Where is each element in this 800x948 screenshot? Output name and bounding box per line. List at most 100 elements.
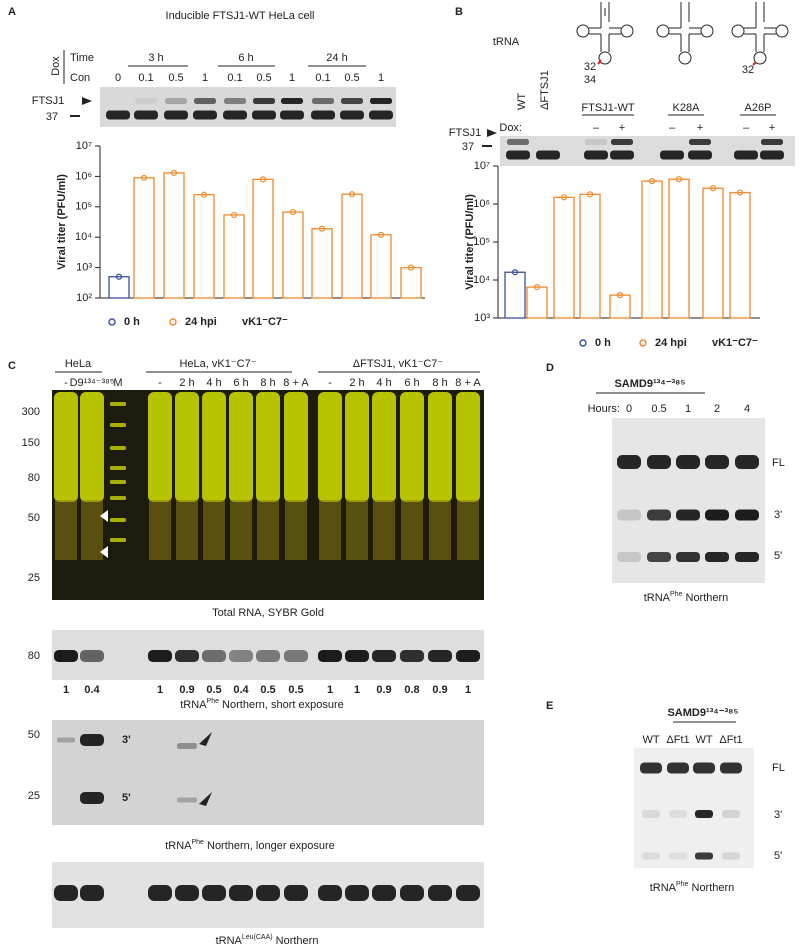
gel-smear: [54, 392, 78, 502]
label: 50: [28, 512, 40, 524]
label: 6 h: [238, 52, 253, 64]
caption-text: tRNA: [644, 592, 671, 604]
caption-sup: Phe: [191, 839, 204, 846]
legend-label: 0 h: [124, 316, 140, 328]
label: 0.5: [344, 72, 359, 84]
gel-band: [80, 734, 104, 746]
y-tick-label: 10³: [474, 312, 490, 324]
label: +: [619, 122, 625, 134]
gel-band: [667, 762, 689, 774]
gel-band: [318, 885, 342, 901]
label: –: [669, 122, 676, 134]
y-tick-label: 10⁵: [75, 201, 92, 213]
gel-band: [148, 885, 172, 901]
gel-band: [400, 650, 424, 662]
gel-band: [647, 455, 671, 469]
label: D9¹³⁴⁻³⁸⁵: [70, 377, 115, 389]
gel-smear: [55, 500, 77, 560]
gel-band: [693, 762, 715, 774]
label: 5': [122, 792, 131, 804]
gel-smear: [401, 500, 423, 560]
gel-smear: [148, 392, 172, 502]
label: FTSJ1: [32, 95, 64, 107]
bar: [609, 294, 631, 319]
gel-band: [734, 150, 758, 160]
gel-band: [106, 110, 130, 120]
label: 0.5: [651, 403, 666, 415]
bar-point: [709, 185, 717, 192]
y-axis-label: Viral titer (PFU/ml): [56, 174, 68, 270]
label: -: [64, 377, 68, 389]
gel-band: [676, 455, 700, 469]
label: 5': [774, 550, 782, 562]
gel-band: [80, 792, 104, 804]
gel-band: [280, 110, 304, 120]
gel-band: [110, 480, 126, 484]
gel-band: [229, 885, 253, 901]
gel-band: [57, 737, 75, 743]
gel-band: [506, 150, 530, 160]
arrowhead: [199, 732, 212, 746]
quant-label: 1: [354, 684, 360, 696]
label: 25: [28, 790, 40, 802]
y-tick-label: 10⁶: [473, 198, 490, 210]
gel-band: [194, 98, 216, 104]
gel-band: [165, 98, 187, 104]
gel-band: [341, 98, 363, 104]
bar: [641, 180, 663, 319]
gel-band: [735, 455, 759, 469]
bar: [252, 178, 274, 299]
gel-band: [640, 762, 662, 774]
label: 8 + A: [455, 377, 481, 389]
gel-smear: [176, 500, 198, 560]
gel-band: [617, 455, 641, 469]
gel-band: [110, 518, 126, 522]
gel-band: [223, 110, 247, 120]
gel-band: [428, 650, 452, 662]
label: Total RNA, SYBR Gold: [212, 607, 324, 619]
label: A26P: [745, 102, 772, 114]
bar-point: [511, 269, 519, 276]
gel-smear: [345, 392, 369, 502]
bar-point: [675, 176, 683, 183]
annotation: vK1⁻C7⁻: [242, 316, 288, 328]
y-axis-label: Viral titer (PFU/ml): [464, 194, 476, 290]
gel-band: [340, 110, 364, 120]
gel-band: [507, 139, 529, 145]
quant-label: 0.9: [179, 684, 194, 696]
gel-band: [611, 139, 633, 145]
label: 3': [774, 809, 782, 821]
gel-band: [175, 650, 199, 662]
bar-point: [616, 292, 624, 299]
gel-band: [722, 852, 740, 860]
y-tick-label: 10³: [76, 262, 92, 274]
quant-label: 1: [157, 684, 163, 696]
bar: [311, 228, 333, 299]
label: 6 h: [233, 377, 248, 389]
label: 25: [28, 572, 40, 584]
label: 5': [774, 850, 782, 862]
bar: [341, 193, 363, 299]
y-tick-label: 10⁶: [75, 170, 92, 182]
label: 3 h: [148, 52, 163, 64]
gel-band: [164, 110, 188, 120]
bar-point: [736, 189, 744, 196]
bar-point: [586, 191, 594, 198]
label: SAMD9¹³⁴⁻³⁸⁵: [614, 378, 685, 390]
label: ΔFt1: [666, 734, 689, 746]
arrowhead: [100, 510, 108, 522]
gel-band: [610, 150, 634, 160]
gel-smear: [428, 392, 452, 502]
gel-smear: [319, 500, 341, 560]
bar-point: [140, 174, 148, 181]
label: -: [328, 377, 332, 389]
gel-band: [224, 98, 246, 104]
gel-band: [760, 150, 784, 160]
gel-band: [54, 885, 78, 901]
gel-band: [369, 110, 393, 120]
gel-band: [193, 110, 217, 120]
gel-band: [669, 810, 687, 818]
gel-band: [400, 885, 424, 901]
label: –: [593, 122, 600, 134]
